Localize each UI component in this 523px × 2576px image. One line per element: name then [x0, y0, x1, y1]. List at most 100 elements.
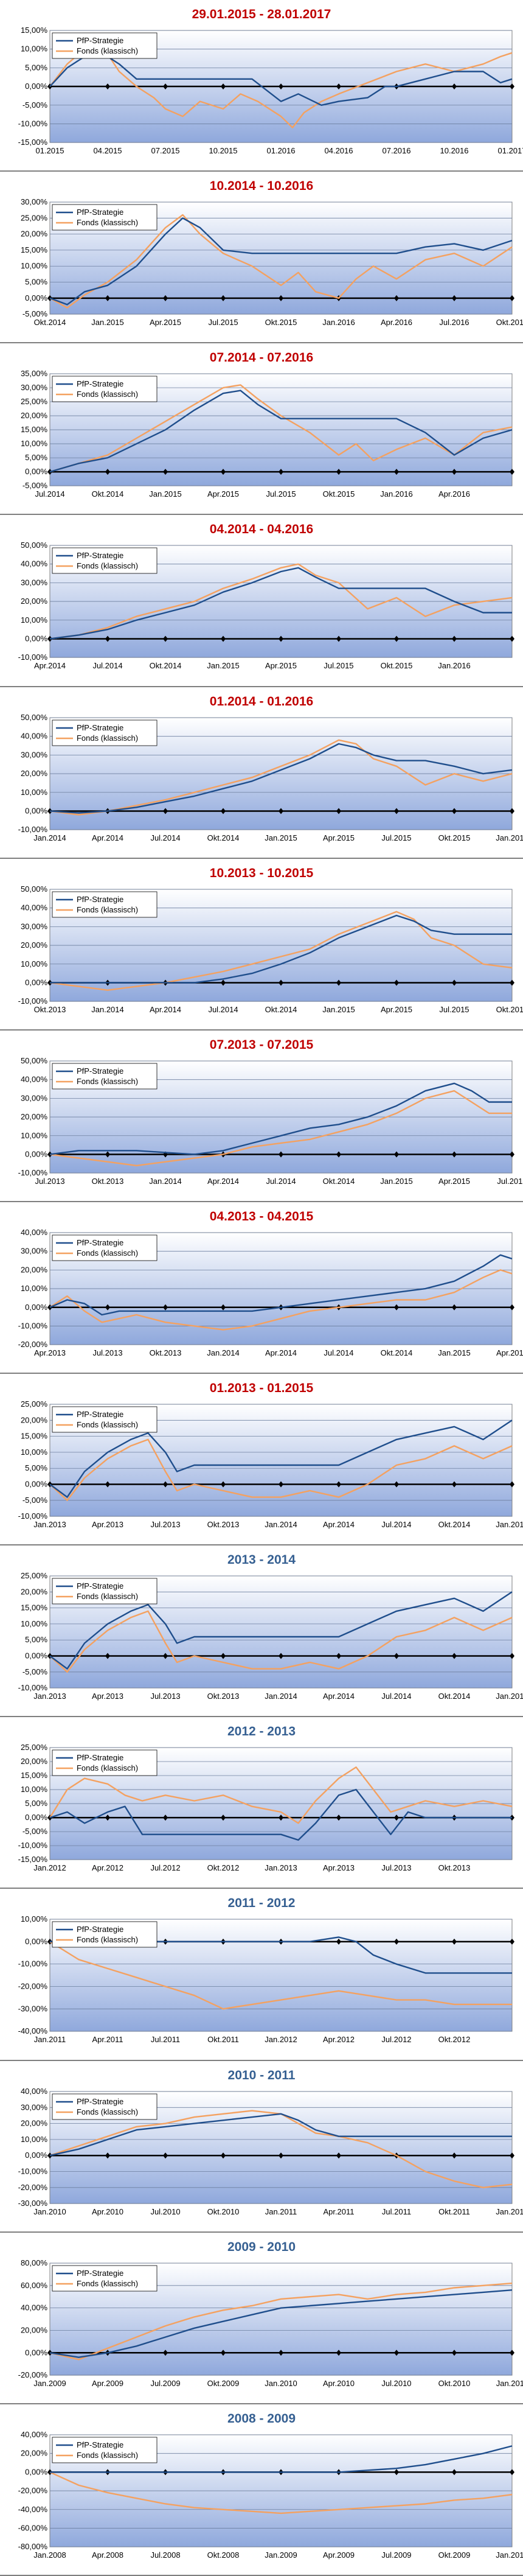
- x-tick-label: Okt.2011: [438, 2207, 470, 2216]
- x-tick-label: Apr.2014: [323, 1692, 355, 1701]
- x-tick-label: Okt.2015: [381, 662, 413, 671]
- axis-marker: [105, 1481, 111, 1488]
- series-line-pfp: [49, 1082, 512, 1155]
- legend: [52, 2093, 158, 2119]
- y-tick-label: 40,00%: [21, 2303, 47, 2312]
- axis-marker: [336, 1939, 341, 1945]
- axis-marker: [336, 2350, 341, 2356]
- axis-marker: [393, 979, 399, 986]
- x-tick-label: Jul.2015: [497, 1177, 523, 1186]
- chart-title: 29.01.2015 - 28.01.2017: [192, 7, 331, 21]
- line-chart: 01.2013 - 01.2015 -10,00% -5,00% 0,00% 5,00%…: [18, 1381, 523, 1529]
- x-tick-label: Okt.2013: [438, 1863, 471, 1872]
- legend: [52, 547, 158, 574]
- y-tick-label: 0,00%: [25, 634, 47, 643]
- y-tick-label: 50,00%: [21, 541, 47, 550]
- axis-marker: [336, 1815, 341, 1821]
- chart-panel: 2009 - 2010 -20,00% 0,00% 20,00% 40,00% 60,00…: [0, 2232, 523, 2404]
- x-tick-label: Apr.2015: [265, 662, 297, 671]
- y-tick-label: 40,00%: [21, 559, 47, 569]
- legend: [52, 1749, 158, 1776]
- axis-marker: [163, 635, 168, 642]
- chart-panel: 04.2014 - 04.2016 -10,00% 0,00% 10,00% 20,00…: [0, 515, 523, 687]
- legend-label: PfP-Strategie: [77, 1581, 123, 1591]
- x-tick-label: Okt.2015: [496, 1005, 523, 1014]
- y-tick-label: 10,00%: [21, 1619, 47, 1628]
- axis-marker: [509, 469, 514, 475]
- y-tick-label: 0,00%: [25, 1937, 47, 1946]
- y-tick-label: -20,00%: [18, 1982, 48, 1991]
- x-tick-label: Apr.2008: [92, 2550, 123, 2560]
- axis-marker: [221, 1815, 226, 1821]
- axis-marker: [393, 1151, 399, 1158]
- legend-label: Fonds (klassisch): [77, 561, 138, 570]
- legend-label: PfP-Strategie: [77, 895, 123, 904]
- x-tick-label: 01.2015: [36, 146, 64, 155]
- x-tick-label: Apr.2016: [381, 318, 412, 327]
- axis-marker: [451, 2469, 457, 2476]
- x-tick-label: Jul.2015: [324, 662, 353, 671]
- x-tick-label: Okt.2015: [438, 833, 471, 842]
- x-tick-label: Jul.2014: [324, 1348, 353, 1357]
- y-tick-label: -5,00%: [23, 1496, 48, 1505]
- series-line-fonds: [49, 1438, 513, 1502]
- x-tick-label: Jan.2011: [265, 2207, 297, 2216]
- axis-marker: [105, 1815, 111, 1821]
- y-tick-label: 5,00%: [25, 1463, 47, 1472]
- axis-marker: [451, 635, 457, 642]
- x-tick-label: Jan.2010: [496, 2550, 523, 2560]
- x-tick-label: Jan.2011: [34, 2035, 66, 2045]
- series-line-fonds: [49, 384, 513, 473]
- x-tick-label: Jul.2015: [439, 1005, 469, 1014]
- axis-marker: [278, 2350, 283, 2356]
- x-tick-label: Okt.2016: [496, 318, 523, 327]
- line-chart: 04.2013 - 04.2015 -20,00% -10,00% 0,00% 10,0…: [18, 1209, 523, 1357]
- axis-marker: [336, 469, 341, 475]
- y-tick-label: 20,00%: [21, 2325, 47, 2334]
- x-tick-label: Jan.2015: [91, 318, 123, 327]
- y-tick-label: -5,00%: [23, 100, 48, 110]
- x-tick-label: Apr.2010: [92, 2207, 123, 2216]
- x-tick-label: Jul.2015: [381, 833, 411, 842]
- x-tick-label: Jan.2016: [438, 662, 470, 671]
- x-tick-label: 04.2016: [325, 146, 353, 155]
- y-tick-label: 30,00%: [21, 578, 47, 587]
- series-line-pfp: [49, 217, 513, 306]
- chart-title: 2008 - 2009: [227, 2412, 296, 2426]
- y-tick-label: 25,00%: [21, 397, 47, 406]
- series-line-fonds: [49, 1269, 513, 1331]
- x-tick-label: Jul.2013: [150, 1520, 180, 1529]
- axis-marker: [163, 1151, 168, 1158]
- chart-panel: 10.2014 - 10.2016 -5,00% 0,00% 5,00% 10,00% 1…: [0, 172, 523, 344]
- chart-title: 2010 - 2011: [228, 2068, 296, 2082]
- axis-marker: [509, 2469, 514, 2476]
- axis-marker: [451, 1151, 457, 1158]
- y-tick-label: -10,00%: [18, 1683, 48, 1692]
- y-tick-label: 5,00%: [25, 1635, 47, 1644]
- x-tick-label: Okt.2015: [265, 318, 297, 327]
- line-chart: 07.2014 - 07.2016 -5,00% 0,00% 5,00% 10,00% 1…: [21, 351, 514, 499]
- legend-label: Fonds (klassisch): [77, 1763, 138, 1773]
- x-tick-label: Jul.2013: [381, 1863, 411, 1872]
- x-tick-label: Okt.2013: [34, 1005, 66, 1014]
- y-tick-label: -20,00%: [18, 1340, 48, 1349]
- y-tick-label: 20,00%: [21, 2449, 47, 2458]
- x-tick-label: Jan.2015: [438, 1348, 470, 1357]
- chart-title: 2009 - 2010: [227, 2240, 296, 2254]
- series-line-pfp: [49, 390, 513, 473]
- y-tick-label: 20,00%: [21, 1415, 47, 1424]
- x-tick-label: Jul.2013: [35, 1177, 64, 1186]
- series-line-pfp: [50, 2445, 513, 2473]
- axis-marker: [509, 1481, 514, 1488]
- legend-label: PfP-Strategie: [77, 2269, 123, 2278]
- series-line-pfp: [49, 567, 512, 640]
- series-line-pfp: [49, 1789, 512, 1841]
- x-tick-label: Apr.2011: [92, 2035, 123, 2045]
- axis-marker: [509, 1304, 514, 1311]
- y-tick-label: 35,00%: [21, 369, 47, 378]
- axis-marker: [336, 1151, 341, 1158]
- axis-marker: [393, 469, 399, 475]
- x-tick-label: Jul.2011: [382, 2207, 411, 2216]
- y-tick-label: 40,00%: [21, 731, 47, 740]
